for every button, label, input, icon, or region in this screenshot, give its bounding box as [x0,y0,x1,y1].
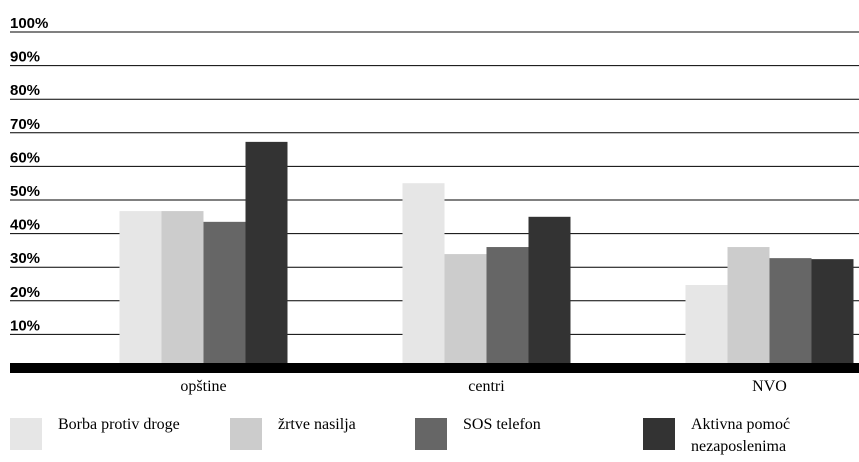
bar [486,247,529,368]
legend-label: Borba protiv droge [58,416,180,433]
legend-label: SOS telefon [463,416,541,433]
x-axis-baseline [10,363,859,373]
legend-item: SOS telefon [415,414,633,450]
x-tick-label: opštine [180,378,226,395]
y-tick-label: 60% [10,149,40,166]
y-tick-label: 50% [10,183,40,200]
bar [528,216,571,368]
y-tick-label: 70% [10,116,40,133]
bar [727,247,770,368]
legend-item: Aktivna pomoć nezaposlenima [643,414,851,458]
bar [203,221,246,368]
legend-swatch [230,418,262,450]
x-tick-label: NVO [752,378,787,395]
bar [245,141,288,368]
legend-swatch [415,418,447,450]
x-tick-label: centri [468,378,505,395]
legend-label: žrtve nasilja [278,416,356,433]
legend-item: Borba protiv droge [10,414,208,450]
y-tick-label: 80% [10,82,40,99]
y-tick-label: 40% [10,217,40,234]
bar [119,211,162,368]
bar [685,285,728,368]
bar [769,258,812,368]
bar [811,259,854,368]
legend-label: Aktivna pomoć nezaposlenima [691,416,791,455]
bar [161,211,204,368]
y-tick-label: 10% [10,317,40,334]
legend-item: žrtve nasilja [230,414,428,450]
y-tick-label: 20% [10,284,40,301]
y-tick-label: 30% [10,250,40,267]
y-tick-label: 100% [10,15,48,32]
y-tick-label: 90% [10,49,40,66]
bar [444,254,487,368]
legend-swatch [643,418,675,450]
bar [402,183,445,368]
legend-swatch [10,418,42,450]
